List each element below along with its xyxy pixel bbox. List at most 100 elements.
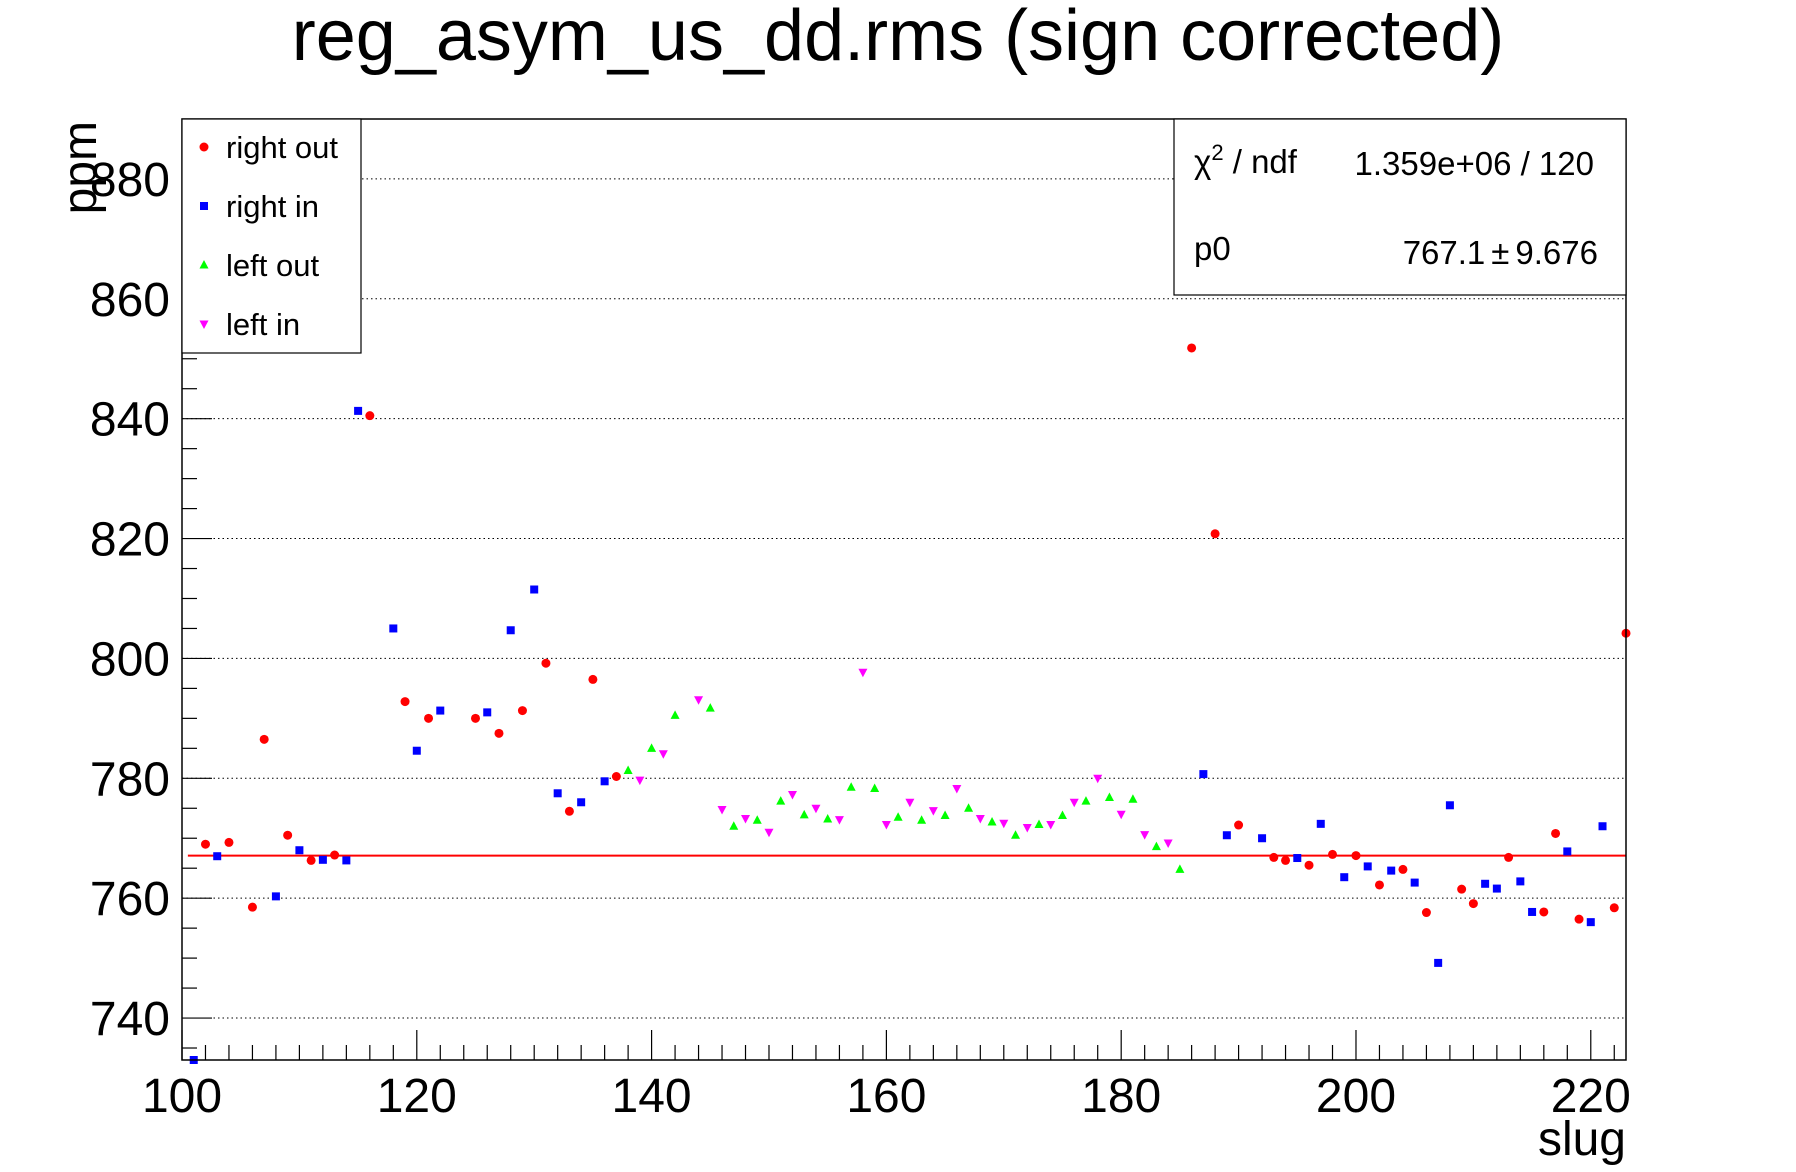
point-right-out — [1210, 529, 1220, 539]
point-left-out — [776, 796, 786, 805]
fit-stats-frame — [1173, 118, 1627, 296]
point-right-out — [259, 734, 269, 744]
point-right-out — [400, 697, 410, 707]
point-left-out — [705, 703, 715, 712]
point-left-in — [858, 668, 868, 678]
point-right-in — [577, 798, 586, 807]
grid-lines — [182, 178, 1626, 1019]
point-right-in — [1340, 873, 1349, 882]
legend-label: left in — [226, 307, 300, 342]
point-left-in — [999, 819, 1009, 829]
point-right-out — [470, 713, 480, 723]
point-left-out — [799, 809, 809, 819]
fit-stats-box: χ2 / ndf 1.359e+06 / 120 p0 767.1 ±9.676 — [1173, 118, 1627, 296]
y-tick-label: 840 — [90, 394, 170, 447]
y-tick-label: 760 — [90, 873, 170, 926]
point-right-out — [541, 658, 551, 668]
point-left-out — [917, 815, 927, 824]
point-right-in — [1199, 770, 1208, 779]
point-right-in — [530, 585, 539, 594]
point-right-out — [588, 674, 598, 684]
point-right-in — [1586, 918, 1595, 927]
point-right-in — [1598, 822, 1607, 831]
point-left-out — [1081, 796, 1091, 805]
point-right-in — [389, 624, 398, 633]
point-right-in — [1528, 907, 1537, 916]
legend-marker-right-out — [199, 142, 209, 152]
point-left-in — [741, 814, 751, 824]
point-left-in — [787, 790, 797, 800]
point-right-in — [436, 706, 445, 715]
p0-value: 767.1 ±9.676 — [1403, 234, 1598, 271]
point-right-out — [1609, 903, 1619, 913]
point-right-in — [1293, 854, 1302, 863]
chi2-value: 1.359e+06 / 120 — [1355, 145, 1594, 182]
x-tick-label: 140 — [612, 1070, 692, 1123]
point-right-in — [483, 708, 492, 717]
legend-marker-right-in — [200, 202, 208, 210]
y-tick-label: 740 — [90, 993, 170, 1046]
point-right-out — [564, 806, 574, 816]
y-axis-label: ppm — [54, 121, 107, 214]
point-right-in — [1492, 884, 1501, 893]
point-right-out — [1468, 899, 1478, 909]
y-tick-label: 780 — [90, 753, 170, 806]
point-right-in — [1222, 831, 1231, 840]
legend-entries: right out right in left out left in — [199, 130, 338, 342]
x-tick-label: 200 — [1316, 1070, 1396, 1123]
point-left-out — [1151, 841, 1161, 851]
point-right-in — [1410, 878, 1419, 887]
point-right-in — [1316, 819, 1325, 828]
point-left-out — [623, 765, 633, 775]
x-tick-label: 220 — [1551, 1070, 1631, 1123]
y-tick-label: 860 — [90, 274, 170, 327]
point-right-in — [1481, 879, 1490, 888]
point-right-out — [494, 728, 504, 738]
point-right-in — [318, 855, 327, 864]
point-right-in — [1258, 834, 1267, 843]
point-left-out — [964, 803, 974, 812]
point-right-out — [1374, 880, 1384, 890]
point-right-out — [1187, 343, 1197, 353]
point-right-in — [506, 626, 515, 635]
y-tick-label: 880 — [90, 154, 170, 207]
point-left-out — [1128, 794, 1138, 803]
point-right-out — [611, 772, 621, 782]
point-left-in — [635, 776, 645, 786]
point-right-in — [354, 406, 363, 415]
point-left-out — [846, 782, 856, 791]
point-right-in — [600, 777, 609, 786]
point-left-in — [764, 828, 774, 838]
x-tick-label: 100 — [142, 1070, 222, 1123]
point-left-out — [870, 783, 880, 792]
point-right-out — [1551, 828, 1561, 838]
x-tick-label: 120 — [377, 1070, 457, 1123]
plot-frame — [181, 118, 1627, 1061]
point-left-out — [893, 812, 903, 821]
point-left-out — [729, 821, 739, 830]
point-right-out — [1351, 851, 1361, 861]
point-left-in — [717, 805, 727, 815]
point-left-out — [1057, 810, 1067, 819]
point-right-in — [1363, 862, 1372, 871]
point-left-in — [1046, 820, 1056, 830]
y-tick-label: 800 — [90, 633, 170, 686]
point-left-out — [1011, 830, 1021, 839]
point-right-out — [1504, 852, 1514, 862]
point-right-out — [1269, 852, 1279, 862]
p0-label: p0 — [1194, 230, 1231, 267]
legend-marker-left-in — [199, 320, 209, 329]
point-left-in — [952, 784, 962, 794]
legend-box — [181, 118, 362, 354]
legend-marker-left-out — [199, 260, 209, 269]
point-left-out — [647, 743, 657, 752]
point-left-in — [975, 814, 985, 824]
point-right-out — [1421, 908, 1431, 918]
point-left-in — [928, 807, 938, 816]
point-right-in — [553, 789, 562, 798]
point-right-out — [1234, 820, 1244, 830]
point-right-in — [295, 846, 304, 855]
y-tick-label: 820 — [90, 514, 170, 567]
data-points — [189, 343, 1631, 1064]
